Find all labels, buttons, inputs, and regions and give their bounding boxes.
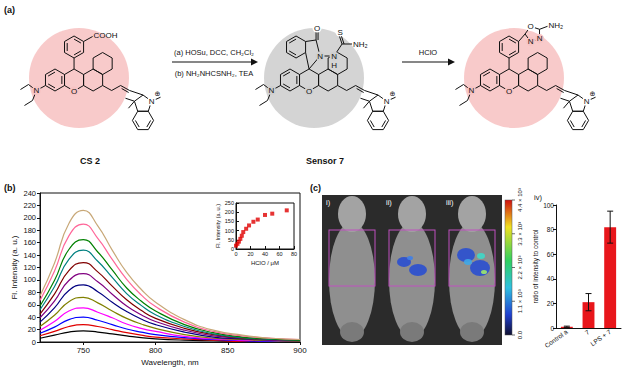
svg-text:CS 2: CS 2 bbox=[80, 156, 100, 166]
svg-text:800: 800 bbox=[149, 346, 163, 355]
svg-text:0: 0 bbox=[234, 251, 237, 257]
svg-text:120: 120 bbox=[23, 263, 36, 272]
svg-text:⊕: ⊕ bbox=[390, 90, 396, 98]
svg-text:50: 50 bbox=[228, 237, 234, 243]
svg-text:HClO: HClO bbox=[419, 48, 437, 57]
svg-text:160: 160 bbox=[23, 238, 36, 247]
svg-text:80: 80 bbox=[547, 226, 555, 233]
svg-text:iii): iii) bbox=[446, 198, 454, 207]
svg-text:(c): (c) bbox=[310, 183, 321, 193]
svg-text:Control a: Control a bbox=[543, 328, 569, 349]
svg-text:200: 200 bbox=[23, 213, 36, 222]
svg-text:7: 7 bbox=[584, 328, 591, 336]
svg-text:N: N bbox=[149, 97, 155, 106]
svg-text:20: 20 bbox=[547, 300, 555, 307]
svg-text:O: O bbox=[527, 22, 533, 31]
svg-text:Fl. Intensity (a. u.): Fl. Intensity (a. u.) bbox=[215, 204, 221, 248]
svg-text:20: 20 bbox=[247, 251, 253, 257]
svg-text:O: O bbox=[306, 87, 312, 96]
svg-text:N: N bbox=[317, 52, 323, 61]
svg-text:LPS + 7: LPS + 7 bbox=[589, 328, 612, 347]
svg-text:N: N bbox=[469, 86, 475, 95]
svg-text:(b): (b) bbox=[4, 183, 16, 193]
svg-text:Fl. Intensity (a. u.): Fl. Intensity (a. u.) bbox=[10, 235, 19, 299]
svg-text:60: 60 bbox=[276, 251, 282, 257]
svg-text:40: 40 bbox=[28, 313, 36, 322]
svg-text:ii): ii) bbox=[386, 198, 392, 207]
svg-text:N: N bbox=[34, 86, 40, 95]
svg-text:N: N bbox=[537, 34, 543, 43]
svg-text:180: 180 bbox=[23, 226, 36, 235]
svg-text:4.4 × 10³: 4.4 × 10³ bbox=[517, 188, 523, 212]
svg-text:140: 140 bbox=[23, 251, 36, 260]
svg-text:0: 0 bbox=[550, 325, 554, 332]
svg-text:iv): iv) bbox=[534, 193, 542, 202]
svg-text:i): i) bbox=[326, 198, 331, 207]
svg-text:200: 200 bbox=[225, 209, 234, 215]
svg-text:20: 20 bbox=[28, 325, 36, 334]
svg-text:HClO / μM: HClO / μM bbox=[251, 260, 279, 266]
svg-text:N: N bbox=[331, 52, 337, 61]
svg-text:(a) HOSu, DCC, CH₂Cl₂: (a) HOSu, DCC, CH₂Cl₂ bbox=[174, 48, 254, 57]
svg-text:0: 0 bbox=[32, 338, 36, 347]
svg-text:ratio of intensity to control: ratio of intensity to control bbox=[532, 229, 540, 304]
svg-text:60: 60 bbox=[28, 300, 36, 309]
svg-text:O: O bbox=[506, 87, 512, 96]
svg-text:100: 100 bbox=[225, 228, 234, 234]
svg-text:N: N bbox=[528, 37, 534, 46]
svg-text:N: N bbox=[269, 86, 275, 95]
svg-text:NH₂: NH₂ bbox=[549, 21, 564, 30]
svg-text:⊕: ⊕ bbox=[155, 90, 161, 98]
svg-text:O: O bbox=[71, 87, 77, 96]
svg-text:COOH: COOH bbox=[94, 31, 118, 40]
svg-text:N: N bbox=[584, 97, 590, 106]
svg-text:240: 240 bbox=[23, 189, 36, 198]
svg-text:80: 80 bbox=[291, 251, 297, 257]
svg-text:750: 750 bbox=[77, 346, 91, 355]
svg-text:(a): (a) bbox=[4, 5, 15, 15]
svg-text:80: 80 bbox=[28, 288, 36, 297]
svg-text:40: 40 bbox=[262, 251, 268, 257]
svg-text:100: 100 bbox=[23, 275, 36, 284]
svg-text:850: 850 bbox=[221, 346, 235, 355]
svg-text:Sensor 7: Sensor 7 bbox=[306, 156, 344, 166]
svg-text:900: 900 bbox=[293, 346, 307, 355]
svg-text:150: 150 bbox=[225, 218, 234, 224]
svg-text:60: 60 bbox=[547, 251, 555, 258]
svg-text:100: 100 bbox=[543, 202, 554, 209]
svg-text:⊕: ⊕ bbox=[590, 90, 596, 98]
svg-text:250: 250 bbox=[225, 200, 234, 206]
svg-text:3.3 × 10³: 3.3 × 10³ bbox=[517, 222, 523, 246]
svg-text:1.1 × 10³: 1.1 × 10³ bbox=[517, 289, 523, 313]
svg-text:N: N bbox=[384, 97, 390, 106]
svg-text:(b) NH₂NHCSNH₂, TEA: (b) NH₂NHCSNH₂, TEA bbox=[175, 69, 254, 78]
svg-text:2.2 × 10³: 2.2 × 10³ bbox=[517, 256, 523, 280]
svg-text:Wavelength, nm: Wavelength, nm bbox=[141, 358, 199, 367]
svg-text:220: 220 bbox=[23, 201, 36, 210]
svg-text:NH₂: NH₂ bbox=[353, 40, 368, 49]
svg-text:O: O bbox=[314, 24, 320, 33]
svg-text:40: 40 bbox=[547, 275, 555, 282]
svg-text:0: 0 bbox=[230, 246, 234, 252]
svg-text:0.0: 0.0 bbox=[517, 330, 523, 339]
svg-text:H: H bbox=[331, 61, 337, 70]
svg-text:S: S bbox=[337, 28, 342, 37]
